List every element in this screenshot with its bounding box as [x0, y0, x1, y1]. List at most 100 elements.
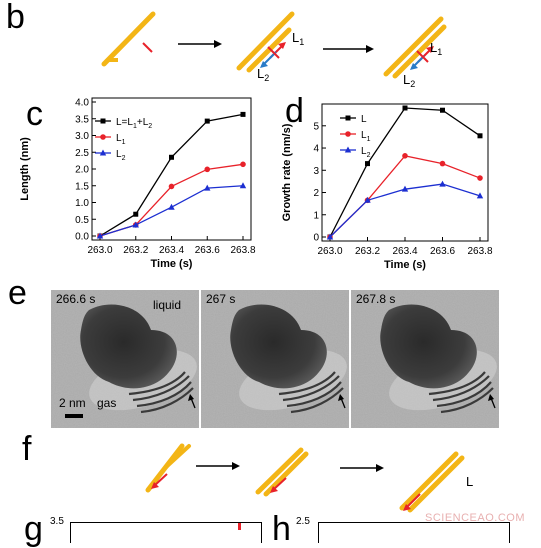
data-point	[365, 161, 370, 167]
chart-d-growth-rate: 263.0 263.2 263.4 263.6 263.8 0 1 2 3 4 5 Time (s) G…	[281, 103, 493, 271]
x-tick-label: 263.4	[392, 246, 417, 257]
panel-g-marker	[238, 523, 241, 530]
data-point	[401, 185, 409, 192]
panel-label-g: g	[24, 510, 43, 548]
panel-f-schematic: L	[145, 443, 473, 513]
panel-h-frame	[318, 522, 510, 543]
label-L-f: L	[466, 474, 473, 489]
legend-marker	[99, 149, 107, 156]
y-tick-label: 0	[313, 233, 319, 244]
panel-label-f: f	[22, 430, 32, 468]
y-tick-label: 3.5	[75, 114, 89, 125]
x-tick-label: 263.2	[355, 246, 380, 257]
x-axis-label: Time (s)	[151, 258, 193, 270]
marker-red-3	[416, 50, 429, 63]
tem-frame-2: 267 s	[201, 290, 349, 428]
data-point	[133, 211, 139, 217]
label-L2-step3: L2	[403, 72, 415, 89]
legend-label: L=L1+L2	[116, 117, 152, 130]
data-point	[402, 105, 408, 111]
growth-arrow-f3	[405, 493, 421, 509]
legend-label: L	[361, 114, 367, 125]
panel-label-e: e	[8, 274, 27, 312]
data-point	[168, 203, 175, 210]
y-tick-label: 4	[313, 144, 319, 155]
y-tick-label: 1.0	[75, 198, 89, 209]
label-L1-step2: L1	[292, 30, 304, 47]
panel-h-ytick: 2.5	[296, 516, 310, 527]
y-tick-label: 0.5	[75, 215, 89, 226]
legend-marker	[344, 146, 352, 153]
chart-c-length: 263.0 263.2 263.4 263.6 263.8 0.0 0.5 1.0 1.5 2.0…	[19, 97, 256, 270]
series-line-L1	[329, 155, 481, 238]
data-point	[239, 182, 247, 189]
panel-label-h: h	[272, 510, 291, 548]
y-tick-label: 1	[313, 210, 319, 221]
tem-frame-1: 266.6 s liquid 2 nm gas	[51, 290, 199, 428]
data-point	[440, 107, 445, 113]
data-point	[477, 175, 483, 181]
data-point	[96, 232, 104, 239]
y-tick-label: 0.0	[75, 232, 89, 243]
legend-marker	[345, 115, 351, 121]
panel-label-d: d	[285, 92, 304, 130]
legend-label: L2	[361, 146, 371, 159]
nanowire-f1-branch	[163, 444, 191, 470]
legend-label: L1	[361, 130, 371, 143]
nanowire-main-3	[383, 16, 444, 77]
data-point	[477, 133, 483, 139]
scale-bar	[65, 414, 83, 418]
y-axis-label: Length (nm)	[19, 137, 31, 201]
legend-marker	[345, 131, 351, 137]
x-axis-label: Time (s)	[384, 259, 426, 271]
watermark-text: SCIENCEAO.COM	[424, 512, 525, 524]
series-line-L1	[99, 163, 244, 237]
data-point	[364, 196, 371, 203]
tem-timestamp: 266.6 s	[56, 292, 96, 306]
data-point	[169, 154, 174, 160]
tem-timestamp: 267 s	[206, 292, 236, 306]
legend-marker	[100, 134, 106, 140]
data-point	[204, 184, 211, 191]
data-point	[204, 166, 211, 173]
data-point	[168, 183, 175, 190]
data-point	[439, 160, 446, 167]
data-point	[326, 233, 334, 240]
nanowire-branch-3	[392, 24, 447, 79]
y-tick-label: 2.0	[75, 165, 89, 176]
label-L1-step3: L1	[430, 40, 442, 57]
data-point	[439, 180, 446, 187]
legend-marker	[100, 118, 106, 124]
legend-label: L2	[116, 149, 126, 162]
nanowire-f3-main	[399, 451, 459, 511]
panel-g-frame	[70, 522, 262, 543]
panel-label-b: b	[6, 0, 25, 36]
y-tick-label: 2.5	[75, 148, 89, 159]
tem-gas-label: gas	[97, 396, 117, 410]
x-tick-label: 263.6	[195, 245, 220, 256]
nanowire-f2-main	[255, 447, 304, 495]
nanowire-initial	[101, 11, 156, 67]
data-point	[402, 153, 408, 159]
series-line-L2	[99, 185, 244, 237]
legend-label: L1	[116, 133, 126, 146]
y-axis-label: Growth rate (nm/s)	[281, 123, 293, 221]
data-point	[476, 192, 484, 199]
growth-arrow-f1	[153, 473, 168, 487]
nanowire-main-2	[236, 11, 295, 71]
data-point	[132, 221, 139, 228]
data-point	[240, 111, 246, 117]
series-line-L	[329, 107, 481, 238]
tem-timestamp: 267.8 s	[356, 292, 396, 306]
tem-frame-3: 267.8 s	[351, 290, 499, 428]
x-tick-label: 263.0	[87, 245, 112, 256]
panel-g-ytick: 3.5	[50, 516, 64, 527]
x-tick-label: 263.2	[123, 245, 148, 256]
x-tick-label: 263.0	[317, 246, 342, 257]
y-tick-label: 4.0	[75, 98, 89, 109]
y-tick-label: 3	[313, 166, 319, 177]
panel-label-c: c	[26, 95, 43, 133]
x-tick-label: 263.8	[467, 246, 492, 257]
y-tick-label: 3.0	[75, 131, 89, 142]
x-tick-label: 263.6	[430, 246, 455, 257]
